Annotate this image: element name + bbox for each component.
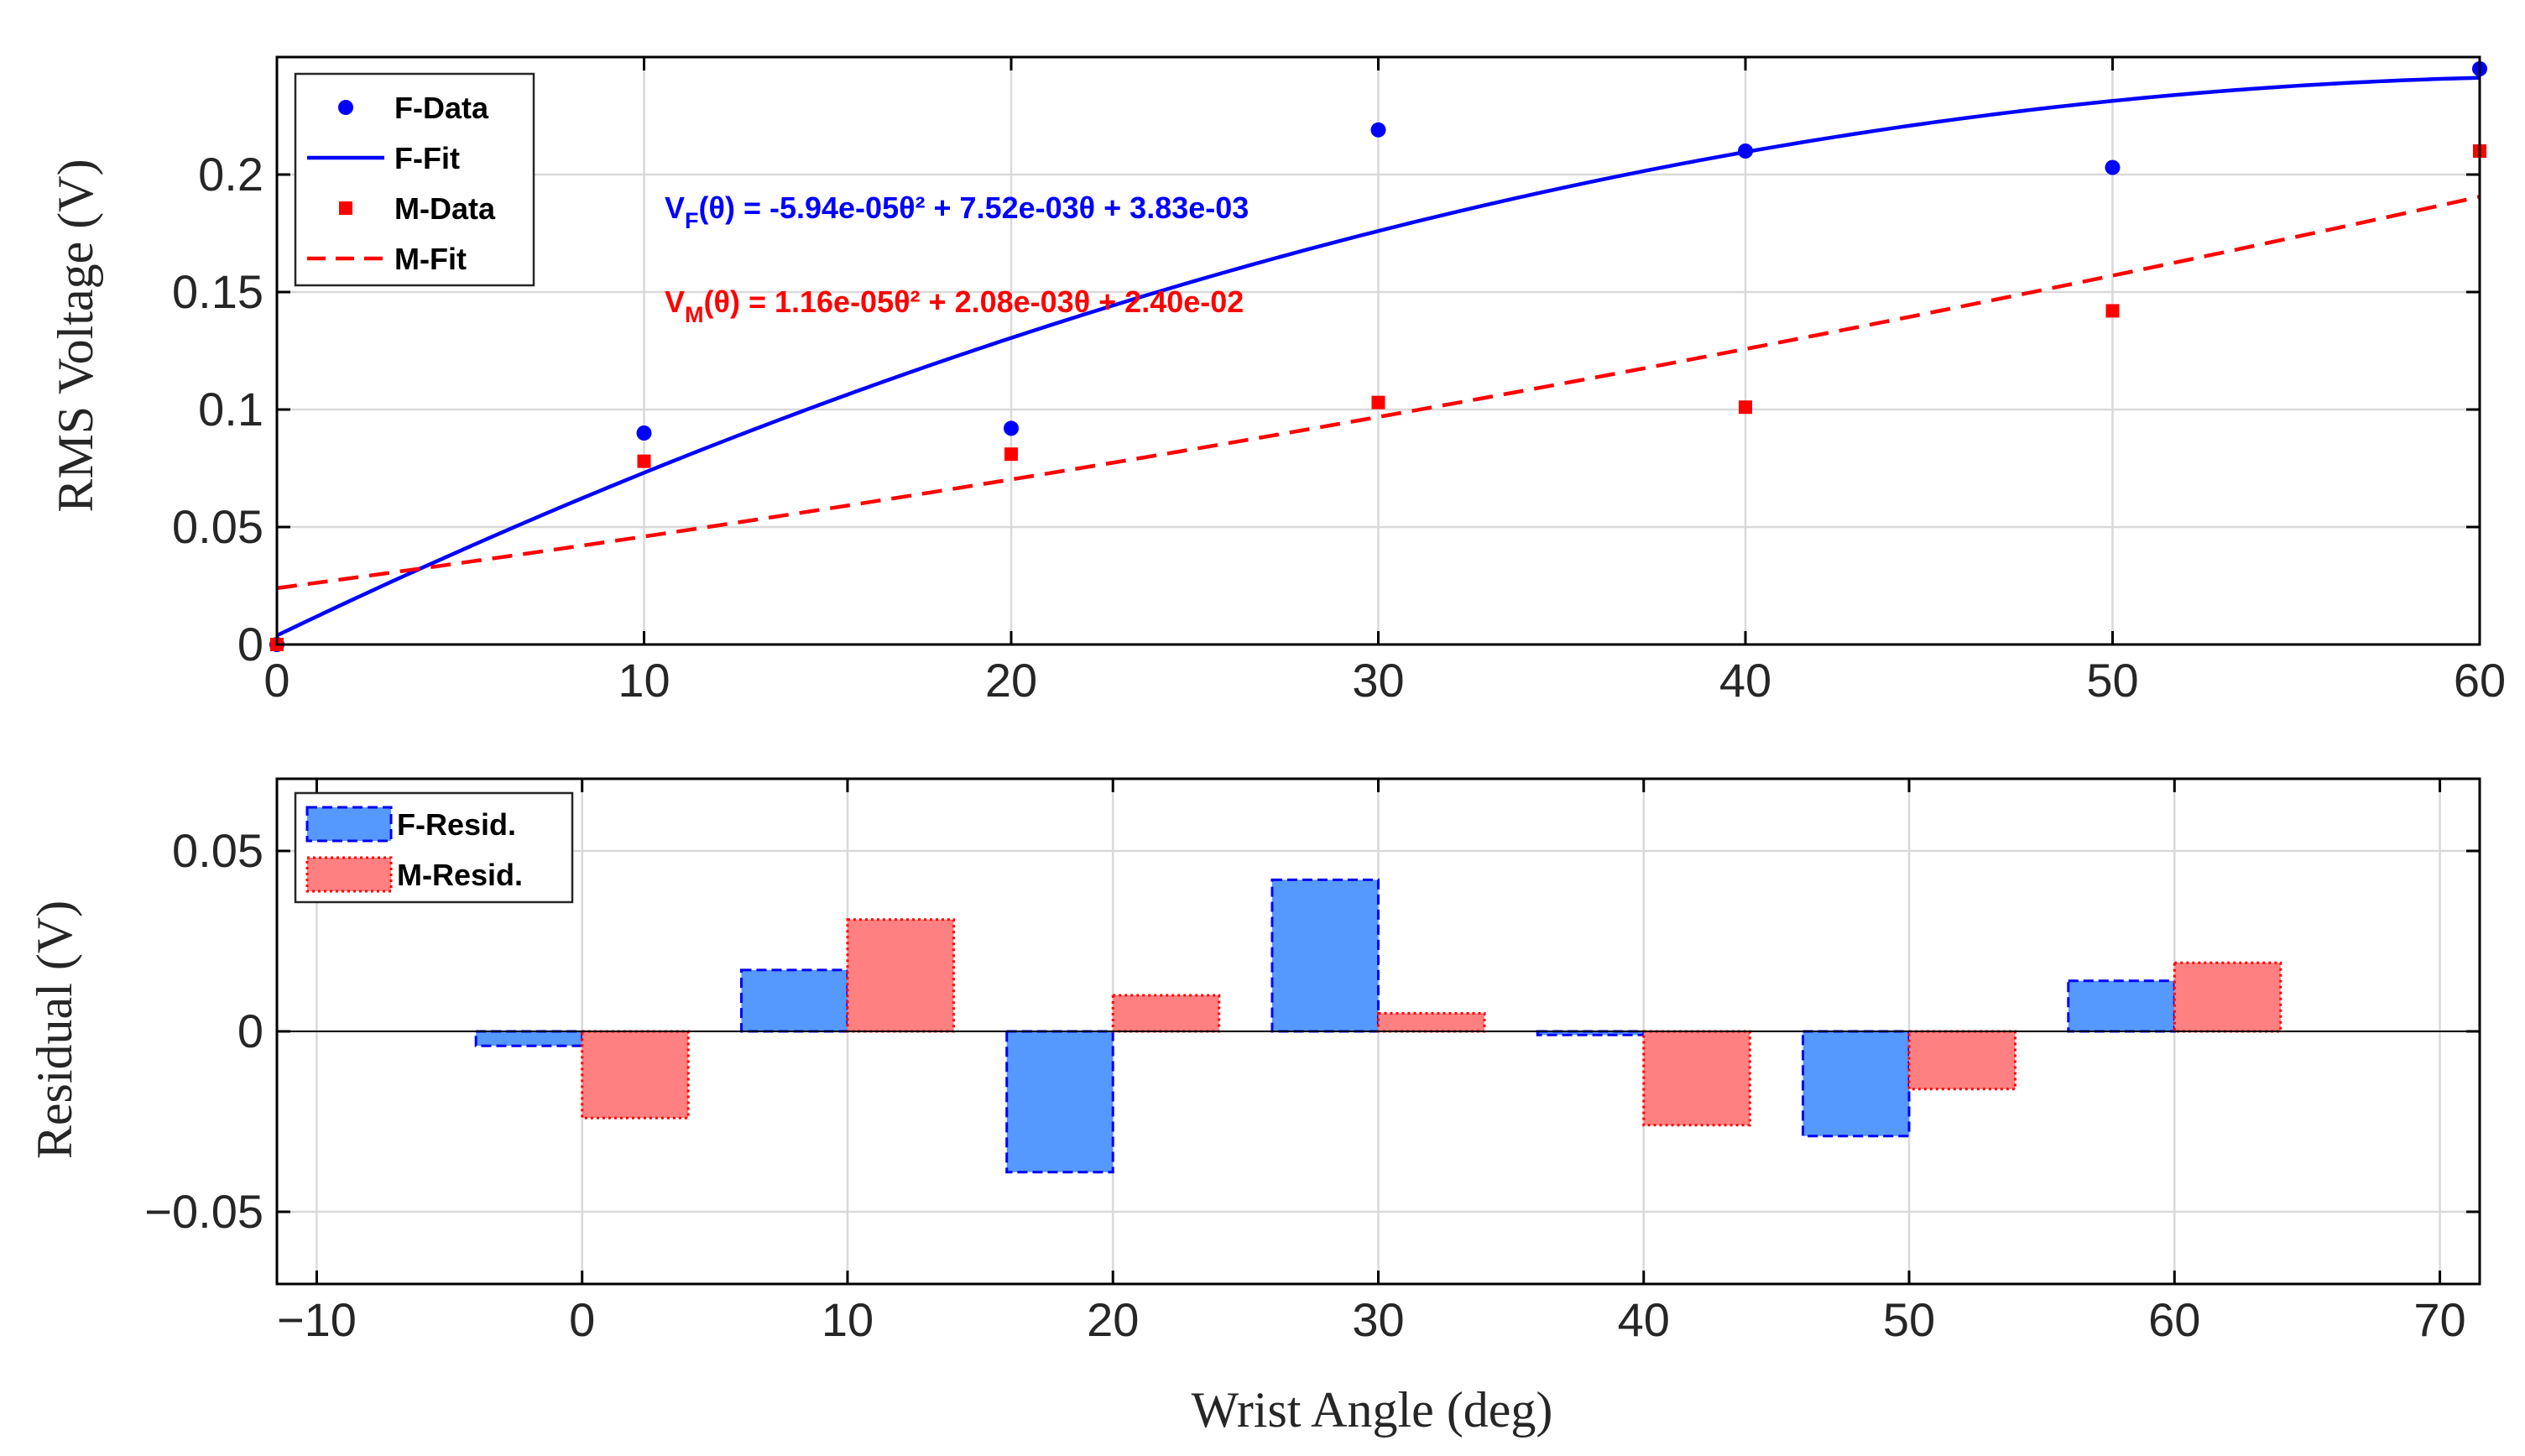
m-data-point [2105,304,2120,318]
bottom-x-tick-label: 60 [2148,1293,2200,1346]
legend-f-resid-label: F-Resid. [397,807,516,842]
bottom-x-tick-label: 0 [569,1293,595,1346]
bottom-y-tick-label: 0 [237,1005,263,1057]
legend-m-fit-label: M-Fit [394,242,467,276]
legend-f-data-label: F-Data [394,91,489,125]
top-x-tick-label: 30 [1352,654,1404,707]
top-y-tick-label: 0.15 [172,265,263,318]
top-tick-marks [275,57,2481,646]
bottom-legend: F-Resid. M-Resid. [294,791,574,904]
f-data-point [636,425,652,441]
top-fit-curves [276,76,2481,638]
bottom-x-tick-labels: −10 0 10 20 30 40 50 60 70 [277,1293,2466,1346]
f-fit-curve [276,76,2481,638]
legend-f-fit-label: F-Fit [394,141,460,175]
bottom-x-tick-label: 20 [1087,1293,1139,1346]
bottom-x-tick-label: 40 [1618,1293,1670,1346]
legend-m-data-label: M-Data [394,191,496,226]
m-resid-bar [1377,1012,1486,1033]
f-resid-bar [474,1030,584,1047]
legend-f-resid-swatch [305,806,393,843]
bottom-x-tick-label: 10 [822,1293,874,1346]
bottom-x-tick-label: 30 [1352,1293,1404,1346]
f-data-point [2105,159,2121,175]
m-data-point [1739,400,1752,415]
m-resid-bar [1111,994,1221,1033]
f-resid-bar [1005,1030,1114,1174]
f-resid-bar [1802,1030,1911,1138]
bottom-x-tick-label: 50 [1883,1293,1935,1346]
top-x-tick-label: 60 [2454,654,2506,707]
f-data-point [1738,144,1753,159]
m-resid-bar [2173,961,2282,1033]
f-resid-bar [2067,979,2176,1033]
bottom-x-tick-label: 70 [2413,1293,2465,1346]
top-x-tick-label: 50 [2086,654,2138,707]
legend-m-data-marker [339,201,352,215]
legend-m-resid-label: M-Resid. [397,858,523,892]
top-x-tick-labels: 0 10 20 30 40 50 60 [263,654,2506,707]
top-legend: F-Data F-Fit M-Data M-Fit [294,72,535,287]
bottom-y-tick-label: −0.05 [144,1185,263,1238]
bottom-y-axis-label: Residual (V) [27,900,82,1159]
x-axis-label: Wrist Angle (deg) [1192,1382,1553,1438]
vf-equation: VF(θ) = -5.94e-05θ² + 7.52e-03θ + 3.83e-… [665,190,1249,233]
m-data-point [1371,395,1385,410]
top-y-tick-label: 0 [237,618,263,671]
top-x-tick-label: 0 [263,654,290,707]
f-resid-bar [1270,878,1380,1033]
legend-f-data-marker [338,100,353,115]
top-panel: 0 10 20 30 40 50 60 0 0.05 0.1 0.15 0.2 RMS Voltag… [48,55,2506,707]
bottom-tick-marks [277,779,2480,1284]
bottom-panel: −10 0 10 20 30 40 50 60 70 −0.05 0 0.05 Residual (… [27,777,2481,1438]
top-y-tick-label: 0.1 [198,383,263,436]
m-resid-bar [581,1030,690,1119]
top-y-axis-label: RMS Voltage (V) [48,159,103,512]
top-x-tick-label: 40 [1719,654,1771,707]
vm-equation: VM(θ) = 1.16e-05θ² + 2.08e-03θ + 2.40e-0… [665,284,1244,327]
m-resid-bar [1907,1030,2017,1091]
top-x-tick-label: 20 [985,654,1037,707]
m-data-point [637,454,651,468]
bottom-y-tick-label: 0.05 [172,824,263,877]
bottom-y-tick-labels: −0.05 0 0.05 [144,824,263,1238]
top-x-tick-label: 10 [618,654,670,707]
f-resid-bar [739,968,849,1033]
bottom-x-tick-label: −10 [277,1293,357,1346]
top-y-tick-label: 0.2 [198,148,263,201]
top-y-tick-label: 0.05 [172,500,263,553]
m-resid-bar [846,918,955,1033]
bottom-residual-bars [474,878,2282,1174]
f-data-point [1004,420,1019,436]
f-data-point [1370,122,1386,138]
top-y-tick-labels: 0 0.05 0.1 0.15 0.2 [172,148,263,671]
m-resid-bar [1642,1030,1751,1127]
top-legend-box [294,72,535,287]
legend-m-resid-swatch [305,856,393,893]
m-data-point [1004,447,1018,462]
